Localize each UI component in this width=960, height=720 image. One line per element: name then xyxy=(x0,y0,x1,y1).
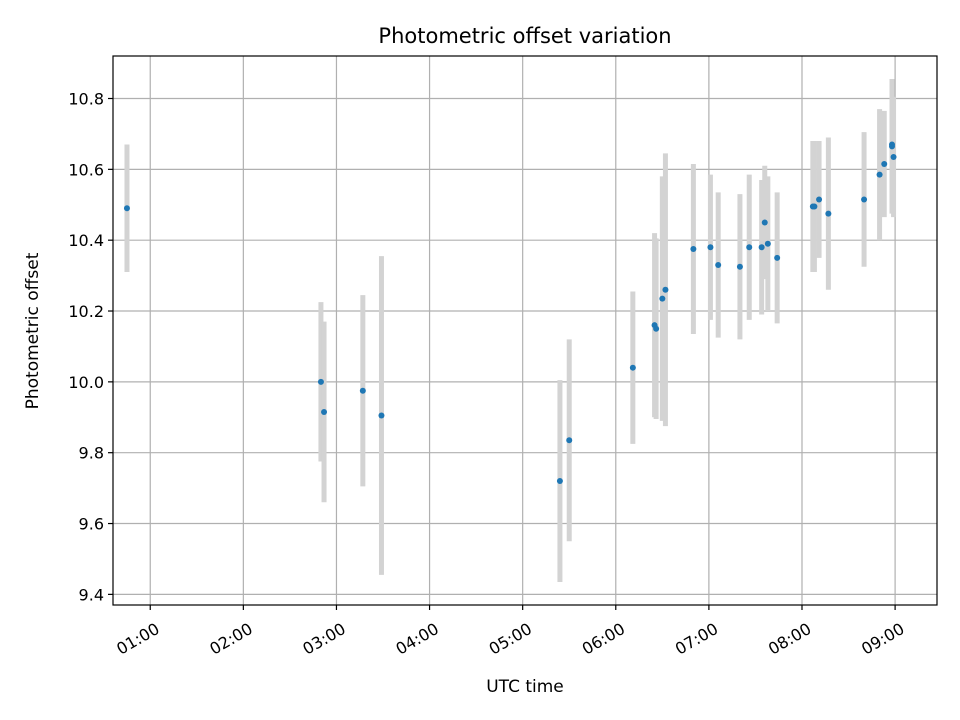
x-axis-label: UTC time xyxy=(486,677,564,697)
grid-lines xyxy=(113,56,937,605)
data-point xyxy=(736,263,743,270)
data-point xyxy=(774,254,781,261)
y-axis-label: Photometric offset xyxy=(23,252,43,409)
y-tick-label: 9.8 xyxy=(79,444,104,463)
data-point xyxy=(690,246,697,253)
y-tick-label: 10.2 xyxy=(68,302,104,321)
chart-title: Photometric offset variation xyxy=(378,24,671,48)
data-point xyxy=(758,244,765,251)
data-point xyxy=(662,286,669,293)
data-point xyxy=(123,205,130,212)
data-point xyxy=(653,325,660,332)
y-axis-ticks: 9.4 9.6 9.8 10.0 10.2 10.4 10.6 10.8 xyxy=(68,90,113,604)
plot-frame xyxy=(112,55,938,606)
data-point xyxy=(888,143,895,150)
data-point xyxy=(890,153,897,160)
data-point xyxy=(659,295,666,302)
data-point xyxy=(629,364,636,371)
y-tick-label: 9.4 xyxy=(79,585,104,604)
data-point xyxy=(746,244,753,251)
y-tick-label: 10.6 xyxy=(68,160,104,179)
data-point xyxy=(861,196,868,203)
y-tick-label: 10.4 xyxy=(68,231,104,250)
data-point xyxy=(881,161,888,168)
data-point xyxy=(761,219,768,226)
data-point xyxy=(825,210,832,217)
data-points xyxy=(123,141,897,485)
data-point xyxy=(317,378,324,385)
data-point xyxy=(707,244,714,251)
data-point xyxy=(816,196,823,203)
data-point xyxy=(811,203,818,210)
y-tick-label: 10.8 xyxy=(68,90,104,109)
data-point xyxy=(715,261,722,268)
data-point xyxy=(764,240,771,247)
data-point xyxy=(876,171,883,178)
data-point xyxy=(321,408,328,415)
data-point xyxy=(378,412,385,419)
data-point xyxy=(359,387,366,394)
y-tick-label: 9.6 xyxy=(79,515,104,534)
data-point xyxy=(556,478,563,485)
y-tick-label: 10.0 xyxy=(68,373,104,392)
data-point xyxy=(566,437,573,444)
